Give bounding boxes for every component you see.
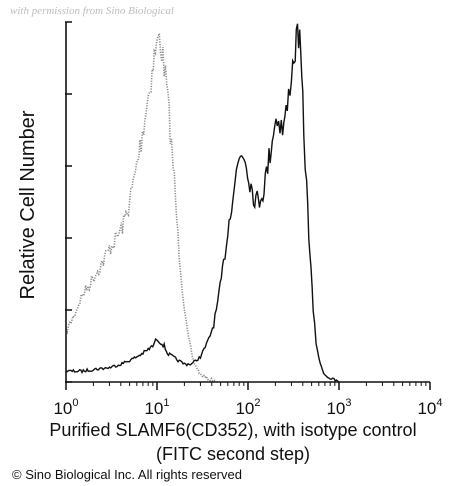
x-axis-label-line2: (FITC second step) xyxy=(155,444,311,464)
x-tick-label-1: 101 xyxy=(144,397,169,418)
x-axis-label-line1: Purified SLAMF6(CD352), with isotype con… xyxy=(49,420,417,440)
x-tick-label-3: 103 xyxy=(326,397,351,418)
watermark-text: with permission from Sino Biological xyxy=(10,5,174,17)
histogram-series-1 xyxy=(65,33,217,383)
histogram-series-2 xyxy=(65,23,340,383)
copyright-text: © Sino Biological Inc. All rights reserv… xyxy=(12,467,242,482)
series-layer xyxy=(65,23,340,383)
x-tick-label-2: 102 xyxy=(235,397,260,418)
axes-layer: 100 101 102 103 104 xyxy=(53,21,443,418)
y-axis-label: Relative Cell Number xyxy=(17,110,39,300)
x-tick-label-0: 100 xyxy=(53,397,78,418)
x-tick-label-4: 104 xyxy=(417,397,442,418)
